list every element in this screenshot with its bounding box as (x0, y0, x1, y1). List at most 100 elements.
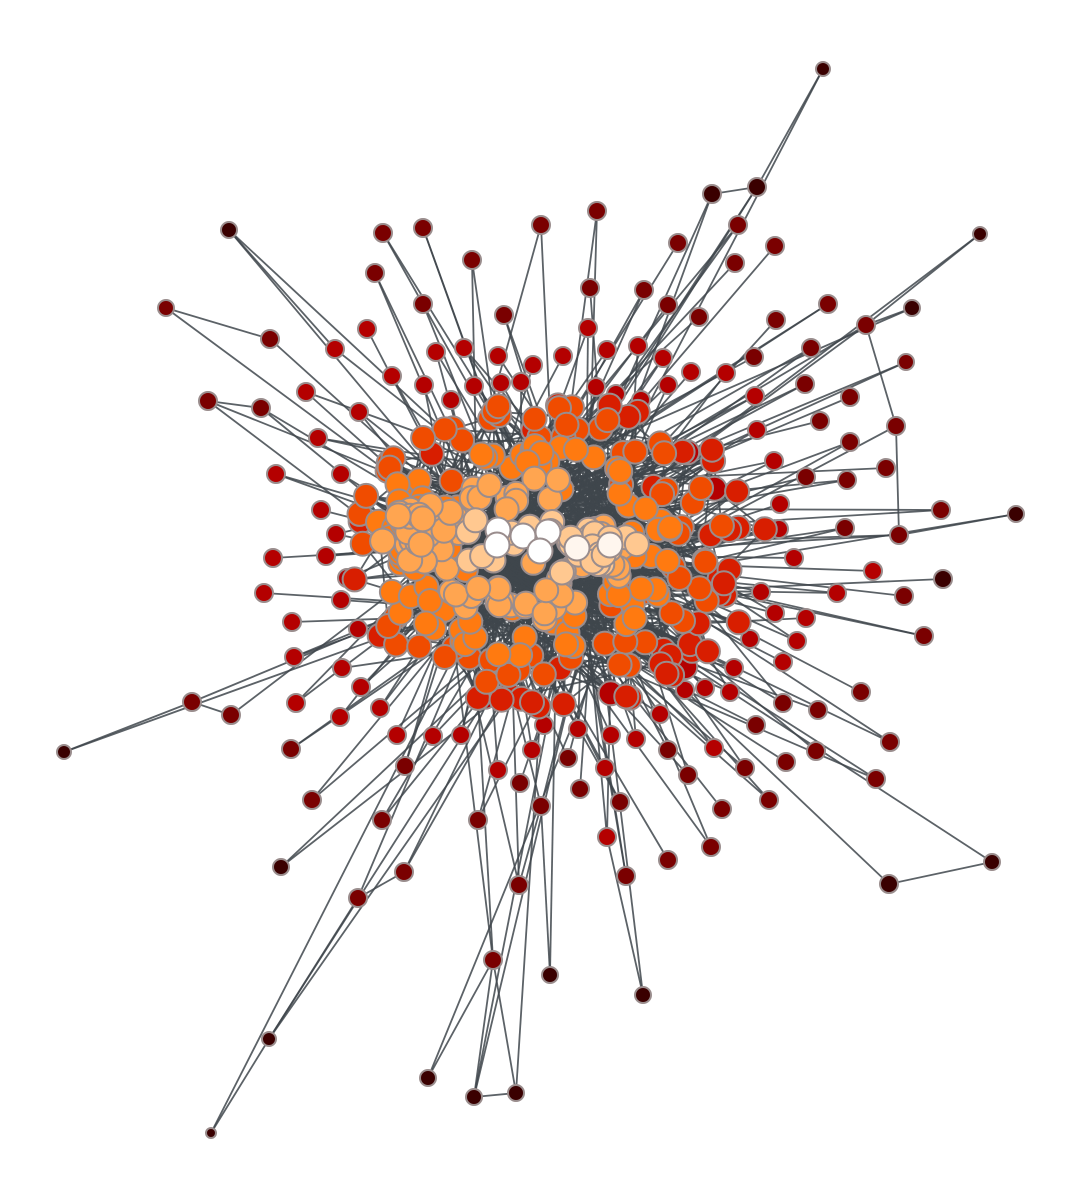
graph-node (692, 548, 719, 575)
graph-node (658, 740, 678, 760)
graph-edge (210, 584, 491, 1134)
graph-node (221, 705, 241, 725)
graph-node (182, 692, 202, 712)
graph-node (548, 559, 575, 586)
graph-node (840, 432, 860, 452)
graph-edge (756, 68, 824, 188)
graph-node (507, 642, 534, 669)
graph-edge (898, 513, 1017, 536)
graph-node (553, 631, 579, 658)
graph-edge (518, 805, 542, 886)
graph-node (341, 566, 368, 593)
graph-node (568, 719, 588, 739)
graph-node (606, 480, 633, 507)
graph-node (413, 294, 433, 314)
graph-node (747, 177, 767, 197)
graph-node (933, 569, 953, 589)
graph-node (835, 518, 855, 538)
graph-node (332, 658, 352, 678)
graph-edge (492, 959, 517, 1094)
graph-node (710, 570, 737, 597)
graph-node (720, 682, 740, 702)
graph-node (413, 610, 439, 637)
graph-node (613, 683, 640, 710)
graph-node (570, 779, 590, 799)
graph-node (586, 377, 606, 397)
graph-node (395, 756, 415, 776)
graph-node (409, 505, 437, 533)
graph-node (787, 631, 807, 651)
graph-node (654, 547, 681, 574)
graph-node (745, 386, 765, 406)
graph-node (251, 398, 271, 418)
graph-node (740, 629, 760, 649)
graph-node (694, 638, 721, 665)
graph-edge (473, 959, 494, 1098)
node-layer (56, 61, 1025, 1139)
graph-node (485, 393, 512, 420)
graph-node (796, 608, 816, 628)
graph-node (587, 201, 607, 221)
graph-node (606, 651, 633, 678)
graph-node (675, 680, 695, 700)
graph-node (394, 862, 414, 882)
graph-node (623, 531, 650, 558)
graph-edge (865, 233, 981, 326)
graph-node (596, 531, 624, 559)
graph-node (653, 348, 673, 368)
graph-node (863, 561, 883, 581)
graph-node (751, 516, 778, 543)
graph-node (462, 250, 482, 270)
graph-edge (268, 897, 359, 1040)
graph-edge (540, 805, 551, 976)
graph-node (348, 619, 368, 639)
graph-node (438, 467, 465, 494)
graph-node (759, 790, 779, 810)
graph-node (708, 512, 735, 539)
graph-node (261, 1031, 277, 1047)
graph-node (810, 411, 830, 431)
graph-node (658, 375, 678, 395)
graph-node (744, 347, 764, 367)
graph-edge (400, 551, 612, 695)
graph-edge (210, 1038, 270, 1134)
graph-node (272, 858, 290, 876)
graph-node (220, 221, 238, 239)
graph-node (488, 346, 508, 366)
graph-node (840, 387, 860, 407)
graph-node (879, 874, 899, 894)
graph-node (511, 372, 531, 392)
graph-node (562, 436, 589, 463)
graph-node (688, 475, 714, 501)
graph-node (818, 294, 838, 314)
graph-node (431, 416, 458, 443)
graph-node (509, 875, 529, 895)
graph-node (454, 338, 474, 358)
graph-node (597, 340, 617, 360)
graph-node (384, 502, 412, 530)
graph-node (387, 725, 407, 745)
graph-node (296, 382, 316, 402)
graph-node (550, 691, 577, 718)
graph-node (851, 682, 871, 702)
graph-node (806, 741, 826, 761)
graph-node (266, 464, 286, 484)
graph-node (658, 295, 678, 315)
graph-node (972, 226, 988, 242)
graph-node (580, 278, 600, 298)
graph-node (531, 796, 551, 816)
graph-node (205, 1127, 217, 1139)
graph-node (282, 612, 302, 632)
graph-node (373, 223, 393, 243)
graph-node (357, 319, 377, 339)
graph-edge (228, 229, 336, 350)
graph-node (668, 233, 688, 253)
graph-node (914, 626, 934, 646)
graph-node (601, 725, 621, 745)
graph-node (795, 374, 815, 394)
graph-node (796, 467, 816, 487)
graph-node (801, 338, 821, 358)
graph-node (531, 215, 551, 235)
